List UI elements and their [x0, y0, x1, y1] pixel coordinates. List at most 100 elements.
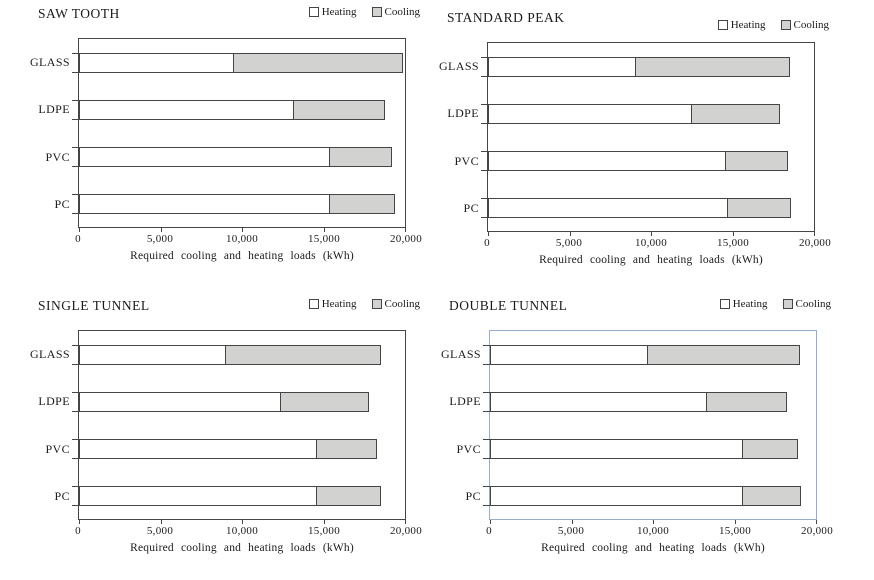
- category-axis-tick-mark: [72, 391, 79, 393]
- legend-item-cooling: Cooling: [780, 19, 829, 31]
- bar-row: [483, 485, 816, 506]
- category-axis-tick-mark: [483, 391, 490, 393]
- bar-row: [72, 438, 405, 459]
- cooling-swatch-icon: [371, 7, 382, 17]
- heating-bar-segment: [490, 485, 743, 506]
- axis-tick-mark: [79, 228, 80, 232]
- category-label: PVC: [45, 149, 70, 164]
- heating-swatch-icon: [308, 299, 319, 309]
- bar-row: [483, 391, 816, 412]
- axis-tick-mark: [323, 228, 325, 232]
- x-tick-label: 0: [75, 233, 81, 245]
- chart-panel-double-tunnel: DOUBLE TUNNEL Heating Cooling GLASS LDPE P…: [431, 298, 833, 554]
- legend: Heating Cooling: [717, 19, 829, 31]
- heating-swatch-icon: [719, 299, 730, 309]
- category-axis-tick-mark: [72, 146, 79, 148]
- category-axis-tick-mark: [72, 193, 79, 195]
- y-axis-labels: GLASS LDPE PVC PC: [431, 330, 489, 520]
- bar-row: [481, 197, 814, 218]
- x-axis-title: Required cooling and heating loads (kWh): [130, 542, 354, 554]
- category-axis-tick-mark: [72, 485, 79, 487]
- x-tick-label: 20,000: [800, 525, 834, 537]
- category-axis-tick-mark: [72, 99, 79, 101]
- category-label: PC: [463, 201, 479, 216]
- cooling-bar-segment: [315, 485, 381, 506]
- category-axis-tick-mark: [481, 216, 488, 218]
- heating-bar-segment: [488, 197, 728, 218]
- x-axis-tick-labels: 0 5,000 10,000 15,000 20,000: [75, 525, 422, 540]
- axis-tick-mark: [732, 232, 734, 236]
- legend-heating-label: Heating: [321, 6, 357, 18]
- legend-item-cooling: Cooling: [371, 6, 420, 18]
- x-axis-tick-labels: 0 5,000 10,000 15,000 20,000: [484, 237, 831, 252]
- category-axis-tick-mark: [481, 56, 488, 58]
- cooling-bar-segment: [224, 344, 381, 365]
- category-axis-tick-mark: [72, 212, 79, 214]
- heating-bar-segment: [490, 391, 707, 412]
- y-axis-labels: GLASS LDPE PVC PC: [429, 42, 487, 232]
- category-axis-tick-mark: [483, 504, 490, 506]
- category-label: PC: [54, 489, 70, 504]
- x-tick-label: 20,000: [389, 525, 423, 537]
- legend-cooling-label: Cooling: [793, 19, 829, 31]
- bar-row: [72, 391, 405, 412]
- cooling-bar-segment: [280, 391, 370, 412]
- heating-bar-segment: [79, 193, 331, 214]
- legend: Heating Cooling: [719, 298, 831, 310]
- chart-title: DOUBLE TUNNEL: [449, 298, 568, 313]
- category-axis-tick-mark: [481, 169, 488, 171]
- heating-swatch-icon: [308, 7, 319, 17]
- cooling-bar-segment: [315, 438, 378, 459]
- cooling-bar-segment: [329, 193, 396, 214]
- cooling-bar-segment: [293, 99, 386, 120]
- panel-header: SAW TOOTH Heating Cooling: [20, 6, 420, 38]
- legend-item-cooling: Cooling: [782, 298, 831, 310]
- x-tick-label: 5,000: [146, 233, 174, 245]
- legend-item-heating: Heating: [308, 298, 357, 310]
- x-axis-title: Required cooling and heating loads (kWh): [541, 542, 765, 554]
- bar-row: [72, 485, 405, 506]
- x-tick-label: 10,000: [225, 233, 259, 245]
- category-label: LDPE: [38, 102, 70, 117]
- bar-row: [481, 150, 814, 171]
- cooling-bar-segment: [741, 485, 802, 506]
- category-label: LDPE: [449, 394, 481, 409]
- axis-tick-mark: [79, 520, 80, 524]
- legend-heating-label: Heating: [321, 298, 357, 310]
- cooling-swatch-icon: [371, 299, 382, 309]
- legend: Heating Cooling: [308, 298, 420, 310]
- heating-swatch-icon: [717, 20, 728, 30]
- x-tick-label: 5,000: [557, 525, 585, 537]
- cooling-bar-segment: [726, 197, 792, 218]
- panel-header: SINGLE TUNNEL Heating Cooling: [20, 298, 420, 330]
- bar-row: [72, 99, 405, 120]
- x-axis-tick-labels: 0 5,000 10,000 15,000 20,000: [75, 233, 422, 248]
- axis-tick-mark: [571, 520, 573, 524]
- axis-tick-mark: [490, 520, 491, 524]
- category-axis-tick-mark: [72, 363, 79, 365]
- chart-panel-single-tunnel: SINGLE TUNNEL Heating Cooling GLASS LDPE P…: [20, 298, 422, 554]
- heating-bar-segment: [79, 391, 282, 412]
- y-axis-labels: GLASS LDPE PVC PC: [20, 330, 78, 520]
- cooling-bar-segment: [724, 150, 788, 171]
- heating-bar-segment: [79, 146, 331, 167]
- category-axis-tick-mark: [72, 165, 79, 167]
- bar-row: [72, 52, 405, 73]
- x-tick-label: 15,000: [718, 525, 752, 537]
- legend: Heating Cooling: [308, 6, 420, 18]
- cooling-swatch-icon: [782, 299, 793, 309]
- bar-row: [72, 146, 405, 167]
- category-axis-tick-mark: [72, 410, 79, 412]
- chart-title: SINGLE TUNNEL: [38, 298, 150, 313]
- category-axis-tick-mark: [72, 52, 79, 54]
- x-axis-tick-labels: 0 5,000 10,000 15,000 20,000: [486, 525, 833, 540]
- x-tick-label: 10,000: [636, 525, 670, 537]
- bar-row: [72, 344, 405, 365]
- category-label: GLASS: [440, 346, 481, 361]
- chart-title: SAW TOOTH: [38, 6, 120, 21]
- heating-bar-segment: [488, 150, 726, 171]
- x-tick-label: 15,000: [307, 233, 341, 245]
- cooling-bar-segment: [741, 438, 799, 459]
- x-tick-label: 10,000: [634, 237, 668, 249]
